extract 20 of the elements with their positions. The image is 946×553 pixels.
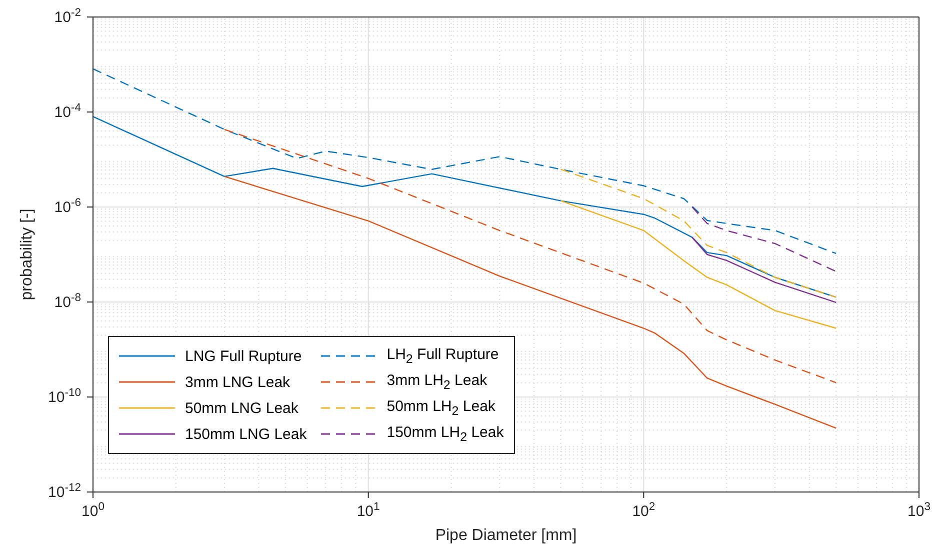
y-tick-label: 10$^{-12}$: [48, 482, 81, 501]
y-tick-label: 10$^{-10}$: [48, 387, 81, 406]
y-tick-label: 10$^{-8}$: [54, 292, 81, 311]
x-tick-label: 10$^{3}$: [908, 501, 930, 520]
y-axis-title: probability [-]: [18, 208, 36, 300]
legend-label: LH$_{2}$ Full Rupture: [386, 346, 499, 366]
legend-label: 3mm LNG Leak: [185, 374, 290, 390]
x-tick-label: 10$^{1}$: [356, 501, 380, 520]
legend-label: 3mm LH$_{2}$ Leak: [386, 372, 488, 392]
x-tick-label: 10$^{2}$: [632, 501, 656, 520]
x-tick-label: 10$^{0}$: [82, 501, 104, 520]
legend-label: LNG Full Rupture: [185, 348, 302, 364]
x-axis-title: Pipe Diameter [mm]: [435, 527, 577, 544]
y-tick-label: 10$^{-4}$: [54, 102, 81, 121]
legend-label: 150mm LNG Leak: [185, 426, 307, 442]
legend-label: 150mm LH$_{2}$ Leak: [386, 424, 504, 444]
y-tick-label: 10$^{-6}$: [54, 197, 81, 216]
legend-label: 50mm LH$_{2}$ Leak: [386, 398, 496, 418]
y-tick-label: 10$^{-2}$: [54, 7, 81, 26]
legend-label: 50mm LNG Leak: [185, 400, 298, 416]
